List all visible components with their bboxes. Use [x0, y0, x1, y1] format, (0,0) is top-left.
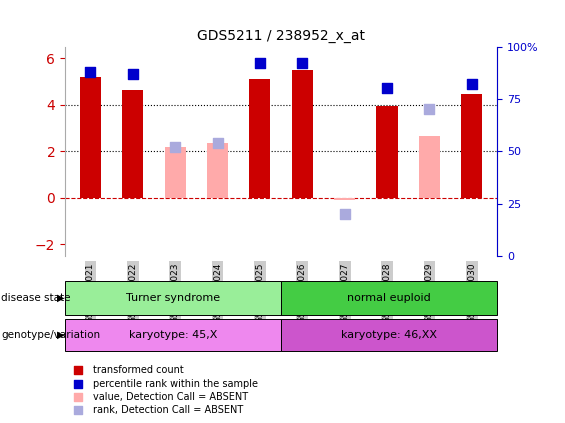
Point [73, 367, 82, 374]
Bar [207, 143, 228, 198]
Bar [292, 70, 313, 198]
Bar [65, 319, 281, 351]
Point [340, 211, 349, 217]
Point [383, 85, 392, 92]
Point [213, 140, 222, 146]
Bar [281, 281, 497, 315]
Point [128, 70, 137, 77]
Text: disease state: disease state [1, 293, 71, 303]
Bar [419, 136, 440, 198]
Bar [122, 90, 144, 198]
Point [171, 144, 180, 151]
Text: genotype/variation: genotype/variation [1, 330, 100, 340]
Bar [461, 94, 483, 198]
Point [86, 68, 95, 75]
Text: value, Detection Call = ABSENT: value, Detection Call = ABSENT [93, 392, 247, 402]
Point [467, 81, 476, 88]
Text: ▶: ▶ [57, 293, 65, 303]
Point [298, 60, 307, 67]
Point [73, 380, 82, 387]
Bar [65, 281, 281, 315]
Point [73, 407, 82, 413]
Title: GDS5211 / 238952_x_at: GDS5211 / 238952_x_at [197, 29, 365, 43]
Bar [376, 106, 398, 198]
Point [425, 106, 434, 113]
Point [73, 393, 82, 400]
Bar [334, 198, 355, 200]
Bar [281, 319, 497, 351]
Bar [164, 147, 186, 198]
Text: percentile rank within the sample: percentile rank within the sample [93, 379, 258, 389]
Text: Turner syndrome: Turner syndrome [126, 293, 220, 303]
Bar [249, 79, 271, 198]
Text: karyotype: 45,X: karyotype: 45,X [129, 330, 217, 340]
Text: transformed count: transformed count [93, 365, 183, 375]
Text: ▶: ▶ [57, 330, 65, 340]
Text: normal euploid: normal euploid [347, 293, 431, 303]
Bar [80, 77, 101, 198]
Point [255, 60, 264, 67]
Text: rank, Detection Call = ABSENT: rank, Detection Call = ABSENT [93, 405, 243, 415]
Text: karyotype: 46,XX: karyotype: 46,XX [341, 330, 437, 340]
